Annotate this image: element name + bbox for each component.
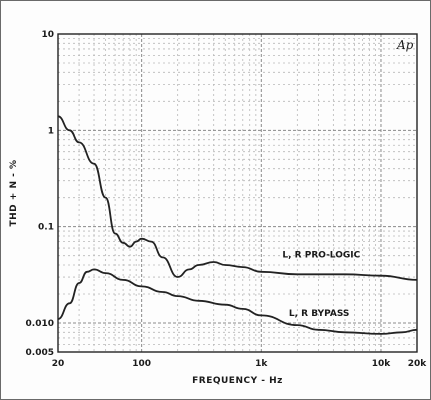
plot-border bbox=[57, 33, 418, 353]
curves bbox=[57, 115, 418, 335]
x-tick-label: 10k bbox=[372, 359, 392, 369]
y-tick-label: 0.1 bbox=[38, 223, 54, 233]
y-tick-label: 0.010 bbox=[26, 319, 54, 329]
x-tick-label: 20k bbox=[408, 359, 428, 369]
series-line-l-r-bypass bbox=[57, 268, 418, 335]
audio-precision-logo: Ap bbox=[396, 38, 414, 52]
tick-labels: 20 100 1k 10k 20k 10 1 0.1 0.010 0.005 bbox=[26, 30, 428, 369]
annotations: L, R PRO-LOGIC L, R BYPASS bbox=[282, 250, 360, 319]
series-annotation: L, R PRO-LOGIC bbox=[282, 250, 360, 260]
y-axis-label: THD + N - % bbox=[9, 159, 19, 226]
y-tick-label: 10 bbox=[41, 30, 54, 40]
x-tick-label: 20 bbox=[52, 359, 65, 369]
y-tick-label: 1 bbox=[48, 126, 54, 136]
series-line-l-r-pro-logic bbox=[57, 115, 418, 281]
x-axis-label: FREQUENCY - Hz bbox=[192, 376, 283, 386]
x-tick-label: 1k bbox=[255, 359, 268, 369]
series-annotation: L, R BYPASS bbox=[289, 309, 350, 319]
x-tick-label: 100 bbox=[132, 359, 151, 369]
grid bbox=[58, 34, 417, 352]
y-tick-label: 0.005 bbox=[26, 348, 54, 358]
